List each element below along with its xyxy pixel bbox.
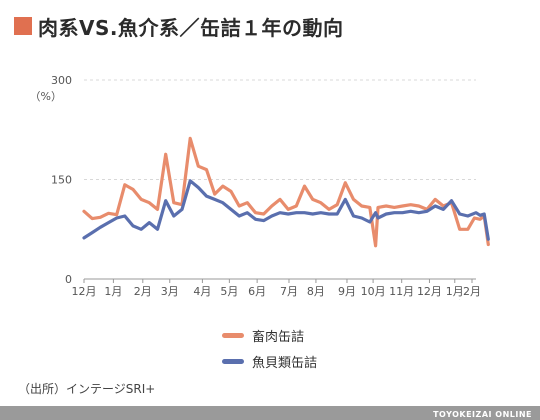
x-tick-label-1: 1月: [104, 285, 122, 298]
chart-title: 肉系VS.魚介系／缶詰１年の動向: [38, 15, 344, 40]
y-axis-label: （%）: [30, 90, 62, 103]
legend: 畜肉缶詰 魚貝類缶詰: [222, 322, 317, 374]
x-tick-label-2: 2月: [134, 285, 152, 298]
grid-lines: [84, 79, 476, 280]
y-tick-label-300: 300: [51, 74, 72, 87]
legend-label-fish: 魚貝類缶詰: [252, 355, 318, 371]
series-line-0: [82, 136, 490, 248]
legend-swatch-meat: [222, 332, 244, 338]
x-tick-label-7: 7月: [280, 285, 298, 298]
series-line-1: [82, 179, 490, 241]
title-marker: [14, 17, 32, 35]
x-tick-label-5: 5月: [220, 285, 238, 298]
x-tick-label-10: 10月: [361, 285, 386, 298]
x-tick-label-6: 6月: [248, 285, 266, 298]
x-tick-label-9: 9月: [338, 285, 356, 298]
y-axis: 0 150 300 （%）: [30, 74, 72, 286]
x-tick-label-14: 2月: [463, 285, 481, 298]
y-tick-label-0: 0: [65, 273, 72, 286]
x-tick-label-12: 12月: [417, 285, 442, 298]
x-axis: 12月(20年)1月2月3月4月5月6月7月8月9月10月11月12月1月(21…: [67, 278, 481, 300]
legend-item-fish: 魚貝類缶詰: [222, 348, 317, 374]
legend-item-meat: 畜肉缶詰: [222, 322, 317, 348]
x-tick-label-11: 11月: [389, 285, 414, 298]
footer-brand: TOYOKEIZAI ONLINE: [433, 410, 532, 419]
x-tick-label-8: 8月: [307, 285, 325, 298]
series-lines: [82, 136, 490, 248]
source-note: （出所）インテージSRI+: [18, 382, 156, 396]
legend-label-meat: 畜肉缶詰: [252, 329, 305, 345]
x-tick-label-13: 1月: [446, 285, 464, 298]
x-tick-sublabel-0: (20年): [67, 298, 101, 300]
x-tick-label-0: 12月: [72, 285, 97, 298]
legend-swatch-fish: [222, 358, 244, 364]
x-tick-sublabel-13: (21年): [438, 298, 472, 300]
x-tick-label-4: 4月: [193, 285, 211, 298]
footer-bar: TOYOKEIZAI ONLINE: [0, 406, 540, 420]
y-tick-label-150: 150: [51, 174, 72, 187]
title-block: 肉系VS.魚介系／缶詰１年の動向: [14, 12, 343, 40]
x-tick-label-3: 3月: [161, 285, 179, 298]
